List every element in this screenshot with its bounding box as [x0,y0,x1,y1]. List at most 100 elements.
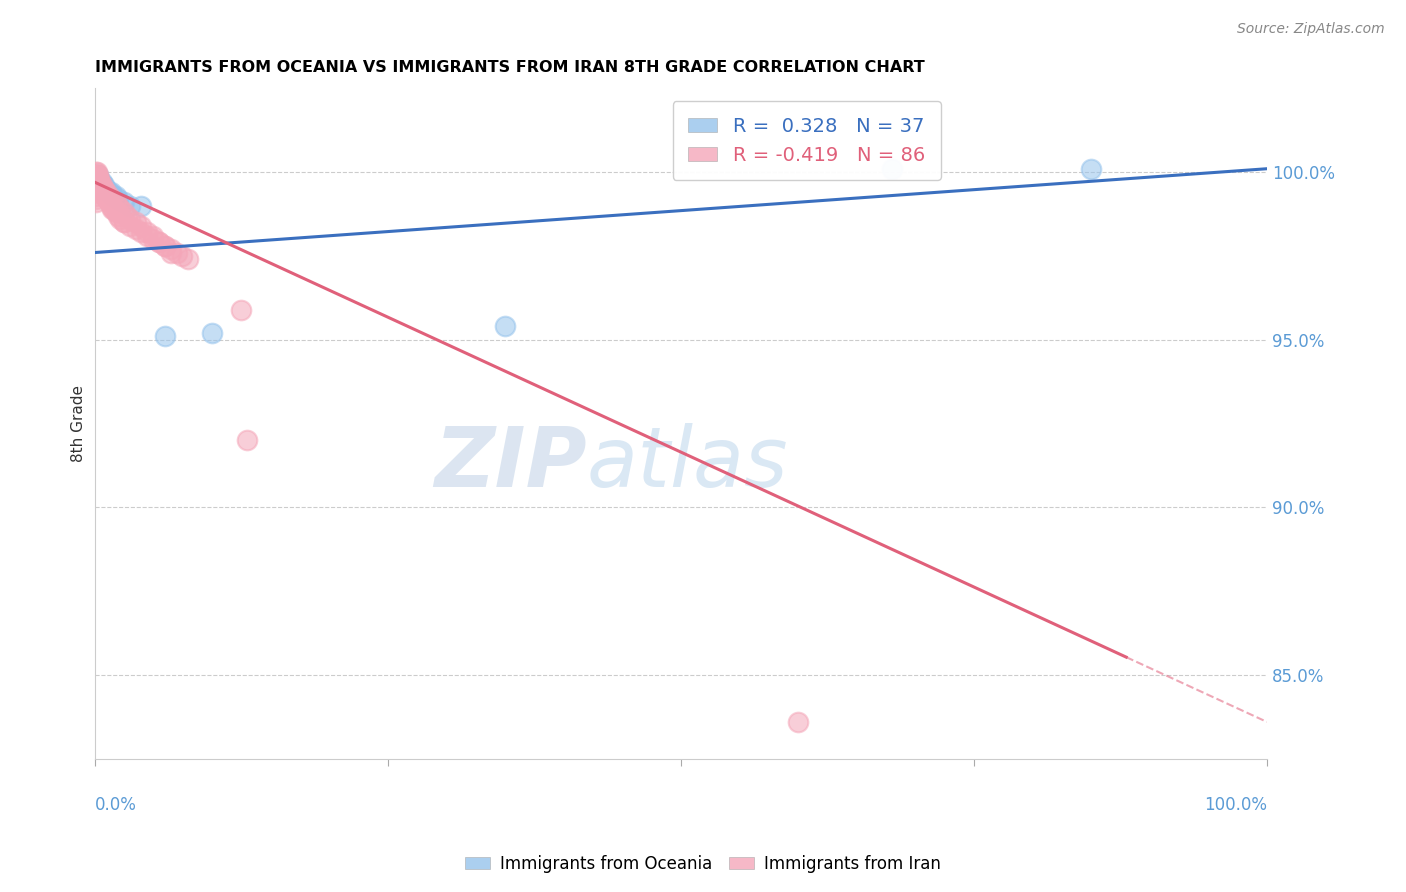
Point [84,165,107,179]
Point [86,171,108,186]
Point [177,252,200,267]
Point [84,178,107,193]
Point [84,182,107,196]
Point [90,175,112,189]
Point [136,228,159,243]
Point [142,228,165,243]
Point [124,215,146,229]
Point [110,202,132,216]
Point [136,226,159,240]
Point [97,195,120,210]
Point [131,199,153,213]
Point [107,192,129,206]
Point [89,175,111,189]
Point [96,188,118,202]
Point [112,205,135,219]
Legend: Immigrants from Oceania, Immigrants from Iran: Immigrants from Oceania, Immigrants from… [458,848,948,880]
Point [107,199,129,213]
Point [148,235,170,250]
Point [86,169,108,183]
Point [94,182,117,196]
Point [90,178,112,193]
Point [91,185,114,199]
Text: ZIP: ZIP [434,424,586,504]
Point [159,245,181,260]
Point [112,215,135,229]
Point [87,169,110,183]
Point [84,171,107,186]
Point [86,165,108,179]
Point [100,199,122,213]
Point [84,175,107,189]
Point [86,178,108,193]
Text: atlas: atlas [586,424,789,504]
Point [89,175,111,189]
Point [84,175,107,189]
Point [166,245,188,260]
Point [89,175,111,189]
Point [153,239,176,253]
Point [117,209,139,223]
Point [787,714,810,729]
Point [153,329,176,343]
Point [86,171,108,186]
Text: Source: ZipAtlas.com: Source: ZipAtlas.com [1237,22,1385,37]
Point [89,175,111,189]
Text: IMMIGRANTS FROM OCEANIA VS IMMIGRANTS FROM IRAN 8TH GRADE CORRELATION CHART: IMMIGRANTS FROM OCEANIA VS IMMIGRANTS FR… [94,60,924,75]
Point [89,171,111,186]
Point [89,178,111,193]
Point [86,182,108,196]
Point [112,195,135,210]
Point [87,171,110,186]
Point [89,178,111,193]
Point [87,175,110,189]
Point [90,178,112,193]
Point [96,185,118,199]
Point [101,202,124,216]
Point [118,199,141,213]
Text: 100.0%: 100.0% [1204,796,1267,814]
Point [142,232,165,246]
Point [86,175,108,189]
Point [110,212,132,227]
Point [87,182,110,196]
Point [87,178,110,193]
Point [84,182,107,196]
Point [1080,161,1102,176]
Point [86,169,108,183]
Point [101,192,124,206]
Point [103,188,125,202]
Point [97,188,120,202]
Point [89,182,111,196]
Point [104,188,127,202]
Point [131,219,153,233]
Point [96,188,118,202]
Point [91,178,114,193]
Point [159,242,181,256]
Point [84,178,107,193]
Point [91,182,114,196]
Y-axis label: 8th Grade: 8th Grade [72,385,86,462]
Point [87,182,110,196]
Point [84,192,107,206]
Point [98,195,121,210]
Point [236,434,259,448]
Point [89,182,111,196]
Point [89,178,111,193]
Point [84,185,107,199]
Point [201,326,224,340]
Point [93,185,115,199]
Point [86,178,108,193]
Point [90,182,112,196]
Point [153,239,176,253]
Point [100,185,122,199]
Point [84,178,107,193]
Point [94,188,117,202]
Point [107,209,129,223]
Point [87,171,110,186]
Point [86,175,108,189]
Point [84,195,107,210]
Point [112,215,135,229]
Point [84,169,107,183]
Point [84,169,107,183]
